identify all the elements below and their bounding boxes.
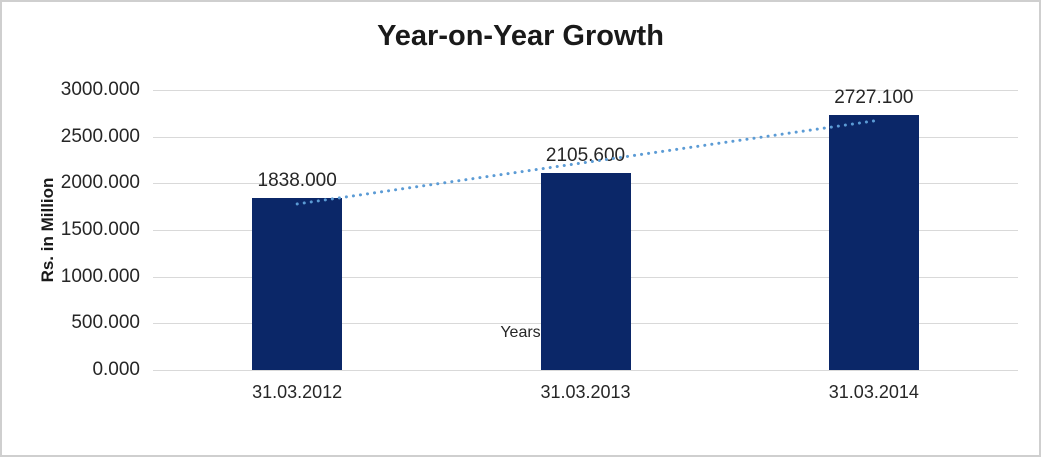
plot-area: 3000.000 2500.000 2000.000 1500.000 1000.000… (61, 79, 1018, 402)
y-tick-label: 2000.000 (60, 172, 140, 194)
y-tick-label: 3000.000 (60, 79, 140, 100)
y-tick-label: 1500.000 (60, 219, 140, 240)
gridline (153, 90, 1018, 91)
x-tick-label: 31.03.2012 (252, 382, 343, 402)
x-axis-title: Years (500, 324, 541, 341)
y-tick-label: 500.000 (71, 312, 140, 334)
gridline (153, 136, 1018, 138)
gridline (153, 370, 1018, 371)
bar (252, 198, 343, 370)
x-tick-label: 31.03.2014 (828, 382, 919, 402)
trendline (295, 119, 876, 206)
bar (828, 115, 919, 370)
y-tick-label: 1000.000 (60, 265, 140, 287)
bar-value-label: 1838.000 (257, 170, 337, 192)
y-axis-title: Rs. in Million (38, 177, 57, 283)
bar-value-label: 2727.100 (834, 87, 914, 109)
bar (540, 173, 631, 370)
bar-value-label: 2105.600 (545, 145, 626, 167)
y-tick-label: 2500.000 (60, 125, 140, 147)
x-tick-label: 31.03.2013 (540, 382, 631, 402)
y-tick-label: 0.000 (92, 359, 140, 380)
chart-title: Year-on-Year Growth (377, 20, 664, 52)
